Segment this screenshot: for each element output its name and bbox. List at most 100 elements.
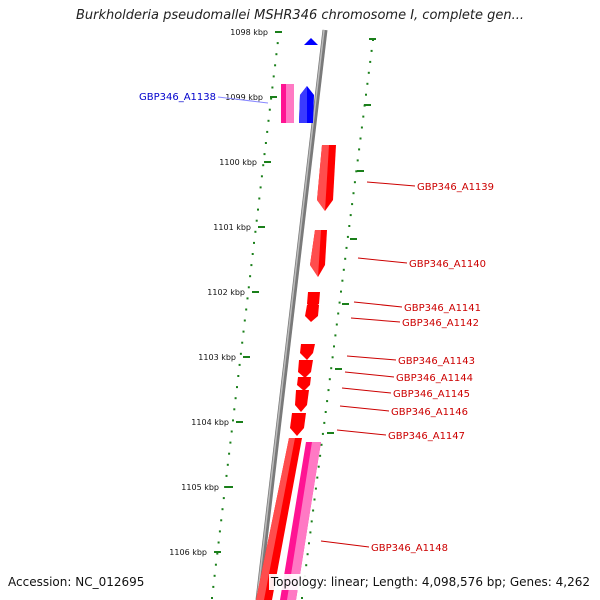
scale-dot — [370, 49, 373, 52]
scale-dot — [266, 130, 269, 133]
scale-dot — [220, 519, 223, 522]
scale-dot — [255, 219, 258, 222]
scale-dot — [333, 345, 335, 348]
scale-dot — [362, 115, 365, 118]
gene-arrow-a1140[interactable] — [310, 230, 327, 277]
topology-info: Topology: linear; Length: 4,098,576 bp; … — [268, 574, 592, 590]
gene-arrow-a1139[interactable] — [317, 145, 336, 211]
scale-tick-mark — [264, 161, 271, 163]
scale-dot — [366, 82, 369, 85]
gene-arrow-a1143[interactable] — [300, 344, 315, 360]
gene-bar-a1148[interactable] — [256, 438, 302, 600]
scale-dot — [308, 542, 310, 545]
left-scale-dotted-line — [211, 31, 280, 599]
scale-dot — [238, 363, 241, 366]
scale-dot — [232, 419, 234, 422]
gene-label-a1145[interactable]: GBP346_A1145 — [393, 389, 470, 400]
scale-tick-label: 1100 kbp — [219, 158, 257, 167]
scale-dot — [274, 64, 277, 67]
scale-dot — [310, 520, 313, 523]
gene-label-a1143[interactable]: GBP346_A1143 — [398, 356, 475, 367]
scale-dot — [313, 498, 316, 501]
pseudogene-bar-a1148[interactable] — [280, 442, 321, 600]
scale-dot — [306, 553, 309, 556]
blue-gene-arrow-a1138[interactable] — [299, 86, 314, 123]
scale-dot — [217, 541, 220, 544]
gene-arrow-a1142[interactable] — [305, 305, 319, 322]
scale-dot — [358, 148, 361, 151]
gene-arrow-a1146[interactable] — [295, 390, 309, 412]
accession-info: Accession: NC_012695 — [6, 574, 147, 590]
scale-dot — [331, 356, 334, 359]
scale-dot — [211, 597, 213, 599]
scale-tick-mark — [335, 368, 342, 370]
scale-dot — [246, 297, 249, 300]
scale-dot — [345, 246, 348, 249]
gene-arrow-a1145[interactable] — [297, 377, 311, 391]
scale-dot — [236, 386, 238, 389]
scale-tick-mark — [357, 170, 364, 172]
scale-dot — [270, 97, 273, 100]
scale-dot — [352, 192, 355, 195]
scale-tick-label: 1102 kbp — [207, 288, 245, 297]
scale-dot — [259, 186, 262, 189]
scale-dot — [340, 290, 342, 293]
scale-dot — [346, 235, 349, 238]
scale-dot — [316, 476, 319, 479]
pseudogene-feature-a1138[interactable] — [281, 84, 294, 123]
scale-dot — [344, 257, 347, 260]
scale-dot — [351, 203, 354, 206]
scale-dot — [264, 142, 267, 144]
gene-label-a1140[interactable]: GBP346_A1140 — [409, 259, 486, 270]
page-title: Burkholderia pseudomallei MSHR346 chromo… — [75, 8, 525, 23]
gene-label-a1141[interactable]: GBP346_A1141 — [404, 303, 481, 314]
gene-label-a1146[interactable]: GBP346_A1146 — [391, 407, 468, 418]
scale-dot — [241, 341, 244, 344]
scale-tick-mark — [236, 421, 243, 423]
scale-tick-mark — [214, 551, 221, 553]
gene-label-a1139[interactable]: GBP346_A1139 — [417, 182, 494, 193]
scale-dot — [275, 53, 278, 56]
scale-tick-mark — [350, 238, 357, 240]
gene-arrow-a1141[interactable] — [307, 292, 320, 309]
gene-label-a1148[interactable]: GBP346_A1148 — [371, 543, 448, 554]
scale-dot — [327, 389, 330, 392]
scale-dot — [367, 71, 370, 74]
scale-tick-label: 1101 kbp — [213, 223, 251, 232]
scale-dot — [330, 367, 333, 370]
scale-dot — [229, 441, 232, 444]
scale-dot — [349, 214, 352, 217]
scale-dot — [334, 334, 337, 337]
scale-dot — [263, 153, 266, 156]
scale-dot — [239, 352, 242, 355]
scale-dot — [258, 197, 261, 200]
scale-dot — [320, 443, 323, 446]
scale-dot — [250, 264, 253, 267]
gene-label-a1142[interactable]: GBP346_A1142 — [402, 318, 479, 329]
scale-tick-mark — [342, 303, 349, 305]
scale-dot — [312, 509, 315, 512]
scale-tick-mark — [275, 31, 282, 33]
scale-dot — [228, 452, 231, 455]
scale-tick-mark — [226, 486, 233, 488]
gene-label-a1144[interactable]: GBP346_A1144 — [396, 373, 473, 384]
gene-label-left-a1138[interactable]: GBP346_A1138 — [139, 92, 216, 103]
gene-arrow-a1147[interactable] — [290, 413, 306, 436]
scale-tick-group: 1098 kbp 1099 kbp 1100 kbp 1101 kbp 1102… — [169, 28, 282, 557]
scale-dot — [335, 323, 338, 326]
scale-tick-label: 1106 kbp — [169, 548, 207, 557]
gene-arrow-a1144[interactable] — [298, 360, 313, 378]
scale-dot — [257, 208, 259, 211]
scale-dot — [365, 93, 367, 96]
scale-dot — [247, 286, 250, 289]
gene-label-a1147[interactable]: GBP346_A1147 — [388, 431, 465, 442]
scale-dot — [324, 411, 327, 413]
scale-dot — [337, 312, 340, 315]
scale-dot — [272, 75, 275, 78]
scale-tick-label: 1105 kbp — [181, 483, 219, 492]
genome-backbone — [255, 29, 328, 600]
blue-gene-arrow-top[interactable] — [304, 38, 318, 45]
scale-dot — [342, 268, 345, 271]
scale-dot — [360, 126, 363, 129]
